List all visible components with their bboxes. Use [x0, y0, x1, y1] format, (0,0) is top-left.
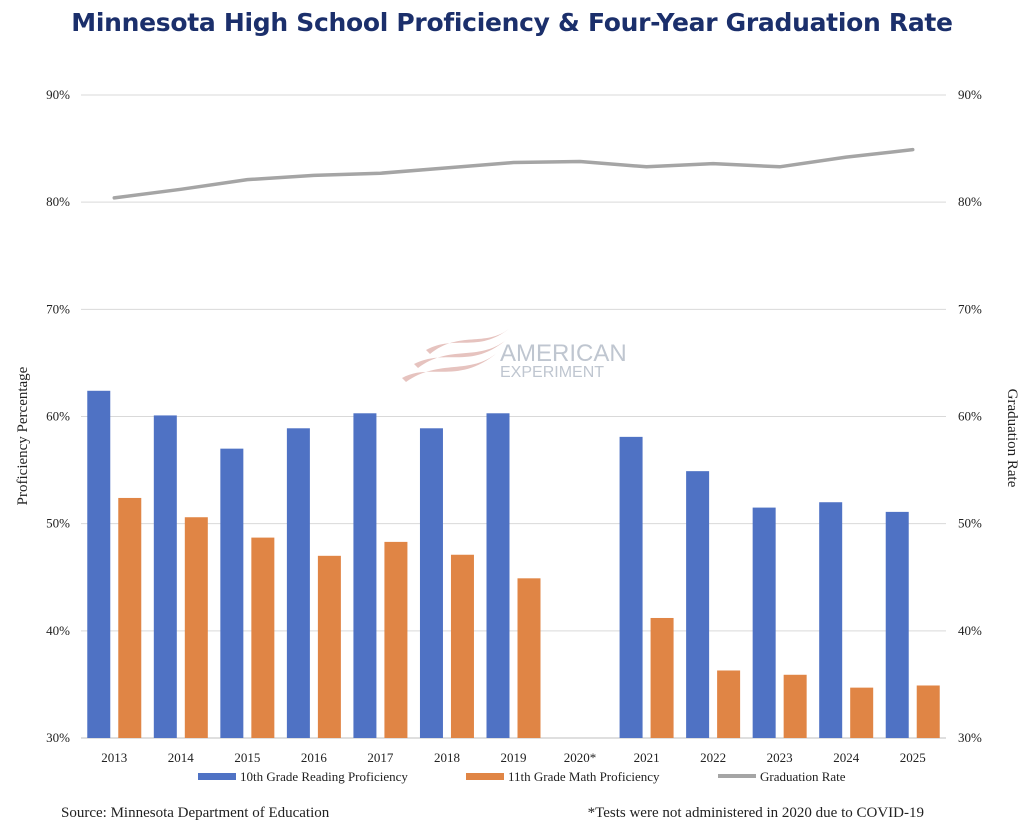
bar-reading-2018: [419, 428, 443, 738]
y-tick-label-left: 30%: [46, 730, 70, 745]
bar-math-2018: [450, 554, 474, 738]
x-tick-label: 2017: [367, 750, 394, 765]
x-tick-label: 2015: [234, 750, 260, 765]
y-tick-label-right: 90%: [958, 87, 982, 102]
bar-math-2014: [184, 517, 208, 738]
bar-math-2019: [517, 578, 541, 738]
y-tick-label-left: 50%: [46, 516, 70, 531]
legend-label-graduation: Graduation Rate: [760, 769, 846, 784]
bar-reading-2017: [353, 413, 377, 738]
legend-swatch-math: [466, 773, 504, 780]
x-tick-label: 2024: [833, 750, 860, 765]
bar-reading-2025: [885, 511, 909, 738]
bar-reading-2015: [220, 448, 244, 738]
bar-reading-2023: [752, 507, 776, 738]
bar-reading-2022: [686, 471, 710, 738]
gridlines: [81, 94, 946, 739]
bar-reading-2013: [87, 390, 111, 738]
y-axis-label-left: Proficiency Percentage: [15, 366, 31, 505]
bar-reading-2021: [619, 436, 643, 738]
bar-reading-2024: [819, 502, 843, 738]
x-tick-label: 2016: [301, 750, 328, 765]
x-axis-ticks: 2013 2014 2015 2016 2017 2018 2019 2020* 2021 202…: [101, 750, 925, 765]
bar-reading-2014: [153, 415, 177, 738]
bar-reading-2019: [486, 413, 510, 738]
left-axis-ticks: 30% 40% 50% 60% 70% 80% 90%: [46, 87, 70, 745]
bar-math-2022: [717, 670, 741, 738]
bar-math-2021: [650, 617, 674, 738]
y-tick-label-left: 40%: [46, 623, 70, 638]
y-tick-label-right: 50%: [958, 516, 982, 531]
x-tick-label: 2014: [168, 750, 195, 765]
y-tick-label-left: 60%: [46, 409, 70, 424]
bar-math-2015: [251, 537, 275, 738]
legend-label-reading: 10th Grade Reading Proficiency: [240, 769, 408, 784]
legend-label-math: 11th Grade Math Proficiency: [508, 769, 660, 784]
x-tick-label: 2021: [634, 750, 660, 765]
y-tick-label-left: 80%: [46, 194, 70, 209]
y-tick-label-left: 70%: [46, 301, 70, 316]
bar-math-2024: [850, 687, 874, 738]
legend-swatch-reading: [198, 773, 236, 780]
watermark-logo: AMERICAN EXPERIMENT: [402, 328, 627, 382]
bar-math-2023: [783, 674, 807, 738]
chart-title: Minnesota High School Proficiency & Four…: [71, 8, 953, 37]
legend: 10th Grade Reading Proficiency 11th Grad…: [198, 769, 846, 784]
y-axis-label-right: Graduation Rate: [1004, 389, 1020, 488]
y-tick-label-right: 30%: [958, 730, 982, 745]
y-tick-label-right: 60%: [958, 409, 982, 424]
right-axis-ticks: 30% 40% 50% 60% 70% 80% 90%: [958, 87, 982, 745]
bar-reading-2016: [286, 428, 310, 738]
source-note: Source: Minnesota Department of Educatio…: [61, 805, 330, 821]
bar-math-2017: [384, 541, 408, 738]
covid-footnote: *Tests were not administered in 2020 due…: [587, 805, 924, 821]
y-tick-label-right: 40%: [958, 623, 982, 638]
x-tick-label: 2013: [101, 750, 127, 765]
bar-math-2013: [118, 497, 142, 738]
x-tick-label: 2022: [700, 750, 726, 765]
watermark-line2: EXPERIMENT: [500, 364, 604, 381]
y-tick-label-right: 70%: [958, 301, 982, 316]
x-tick-label: 2025: [900, 750, 926, 765]
x-tick-label: 2023: [767, 750, 793, 765]
x-tick-label: 2020*: [564, 750, 597, 765]
watermark-line1: AMERICAN: [500, 340, 627, 367]
bar-math-2016: [317, 555, 341, 738]
graduation-line-group: [112, 147, 915, 200]
y-tick-label-right: 80%: [958, 194, 982, 209]
y-tick-label-left: 90%: [46, 87, 70, 102]
x-tick-label: 2019: [501, 750, 527, 765]
graduation-rate-line: [112, 147, 915, 200]
bar-math-2025: [916, 685, 940, 738]
x-tick-label: 2018: [434, 750, 460, 765]
bars-group: [87, 390, 940, 738]
